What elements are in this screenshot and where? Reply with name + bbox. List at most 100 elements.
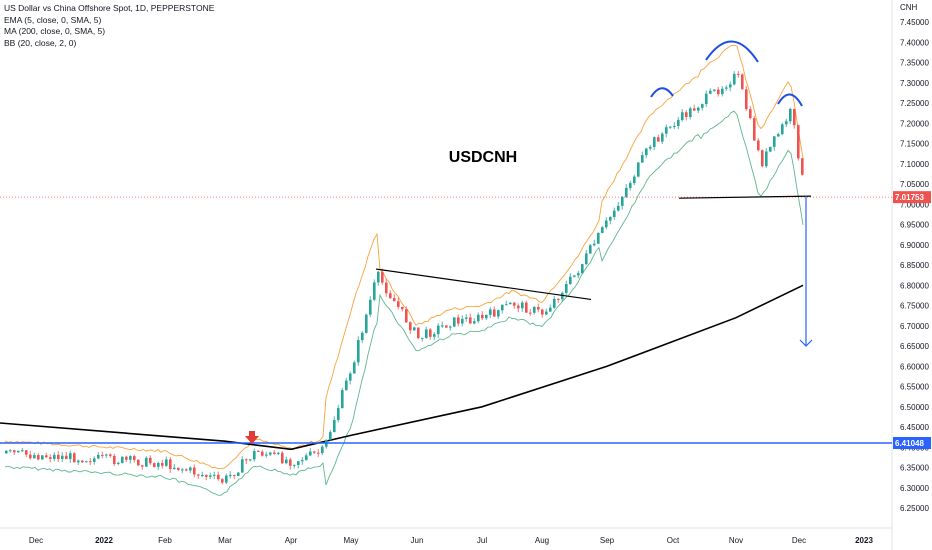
candle-body xyxy=(249,459,252,461)
candle-body xyxy=(301,459,304,462)
candle-body xyxy=(797,125,800,159)
candle-body xyxy=(269,452,272,455)
y-tick-label: 6.70000 xyxy=(900,322,929,331)
last-price-label: 7.01753 xyxy=(895,193,924,202)
candle-body xyxy=(165,459,168,466)
candle-body xyxy=(461,318,464,324)
candle-body xyxy=(277,452,280,454)
candle-body xyxy=(41,455,44,460)
candle-body xyxy=(537,306,540,310)
candle-body xyxy=(457,317,460,324)
y-tick-label: 6.45000 xyxy=(900,423,929,432)
candle-body xyxy=(117,462,120,465)
candle-body xyxy=(137,459,140,466)
candle-body xyxy=(585,253,588,265)
candle-body xyxy=(629,183,632,188)
candle-body xyxy=(653,137,656,147)
candle-body xyxy=(113,455,116,465)
candle-body xyxy=(801,158,804,175)
last-price-tag xyxy=(893,191,931,204)
candle-body xyxy=(305,455,308,460)
candle-body xyxy=(569,276,572,285)
y-tick-label: 6.60000 xyxy=(900,362,929,371)
candle-body xyxy=(513,302,516,306)
candle-body xyxy=(433,334,436,337)
candle-body xyxy=(85,461,88,463)
legend-title: US Dollar vs China Offshore Spot, 1D, PE… xyxy=(4,3,215,13)
candle-body xyxy=(577,273,580,276)
y-tick-label: 6.95000 xyxy=(900,221,929,230)
candle-body xyxy=(641,155,644,163)
candle-body xyxy=(717,89,720,95)
candle-body xyxy=(545,311,548,315)
candle-body xyxy=(437,325,440,335)
candle-body xyxy=(473,321,476,324)
y-tick-label: 6.55000 xyxy=(900,383,929,392)
candle-body xyxy=(485,314,488,319)
candle-body xyxy=(389,293,392,299)
candle-body xyxy=(561,292,564,300)
candle-body xyxy=(401,306,404,310)
candle-body xyxy=(765,151,768,167)
candle-body xyxy=(17,450,20,453)
candle-body xyxy=(213,474,216,476)
candle-body xyxy=(37,455,40,460)
candle-body xyxy=(617,205,620,211)
x-tick-label: Mar xyxy=(218,536,232,545)
candle-body xyxy=(425,329,428,338)
candle-body xyxy=(121,456,124,463)
candle-body xyxy=(157,463,160,467)
candle-body xyxy=(257,451,260,453)
y-tick-label: 6.65000 xyxy=(900,342,929,351)
candle-body xyxy=(745,89,748,110)
candle-body xyxy=(337,408,340,421)
candle-body xyxy=(633,176,636,184)
candle-body xyxy=(393,298,396,302)
candle-body xyxy=(189,467,192,471)
candle-body xyxy=(25,450,28,455)
candle-body xyxy=(549,307,552,312)
candle-body xyxy=(497,310,500,317)
x-tick-label: Dec xyxy=(29,536,43,545)
candle-body xyxy=(445,325,448,328)
candle-body xyxy=(21,450,24,452)
support-price-tag xyxy=(893,437,931,450)
x-tick-label: Sep xyxy=(600,536,615,545)
x-tick-label: Aug xyxy=(535,536,549,545)
currency-label: CNH xyxy=(900,3,918,12)
candle-body xyxy=(33,455,36,459)
candle-body xyxy=(321,446,324,454)
candle-body xyxy=(125,456,128,460)
candle-body xyxy=(409,322,412,331)
candle-body xyxy=(265,454,268,456)
candle-body xyxy=(789,108,792,122)
candle-body xyxy=(685,112,688,117)
candle-body xyxy=(217,474,220,480)
candle-body xyxy=(313,451,316,453)
candle-body xyxy=(665,127,668,134)
candle-body xyxy=(141,465,144,467)
candle-body xyxy=(377,271,380,283)
ma200-line xyxy=(0,284,804,451)
candle-body xyxy=(5,450,8,454)
candle-body xyxy=(521,302,524,309)
candle-body xyxy=(725,87,728,89)
candle-body xyxy=(777,134,780,137)
candle-body xyxy=(769,146,772,152)
candle-body xyxy=(637,162,640,177)
candle-body xyxy=(697,107,700,111)
y-tick-label: 7.45000 xyxy=(900,18,929,27)
candle-body xyxy=(333,420,336,433)
candle-body xyxy=(365,314,368,333)
x-tick-label: Feb xyxy=(158,536,172,545)
x-tick-label: Jul xyxy=(477,536,487,545)
candle-body xyxy=(741,74,744,90)
candle-body xyxy=(625,187,628,197)
candle-body xyxy=(357,340,360,363)
candle-body xyxy=(533,306,536,313)
y-tick-label: 6.80000 xyxy=(900,281,929,290)
candle-body xyxy=(753,118,756,141)
candle-body xyxy=(317,452,320,454)
candle-body xyxy=(89,461,92,463)
